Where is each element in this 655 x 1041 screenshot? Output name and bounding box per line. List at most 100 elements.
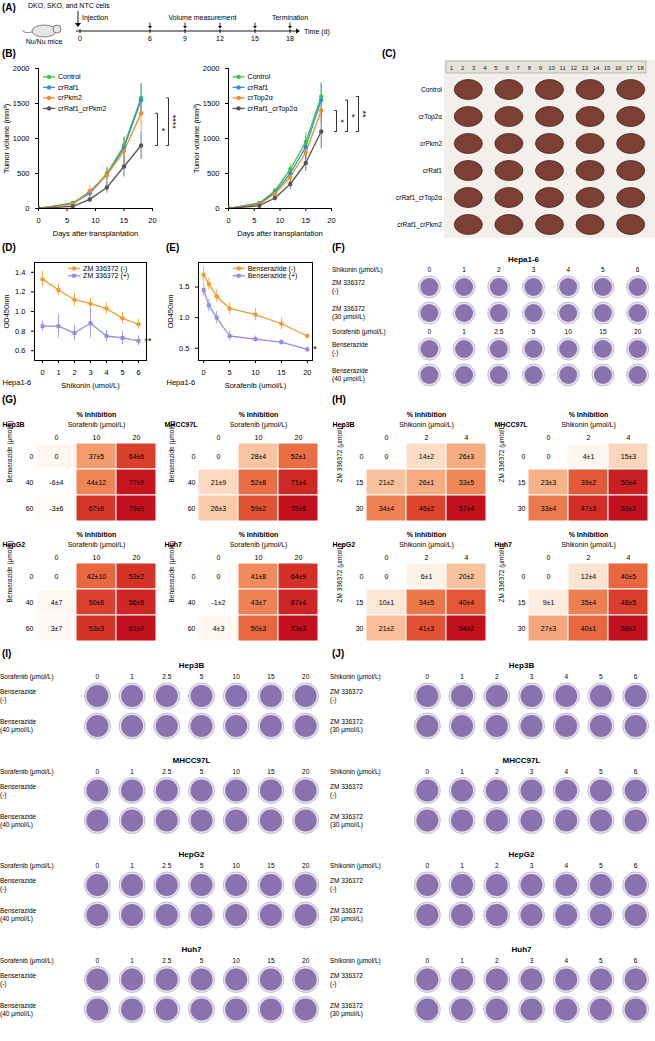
svg-text:Shikonin (μmol/L): Shikonin (μmol/L): [332, 266, 383, 274]
svg-text:4±3: 4±3: [213, 625, 225, 632]
svg-text:4±7: 4±7: [51, 599, 63, 606]
svg-text:% Inhibition: % Inhibition: [569, 531, 609, 538]
svg-text:15: 15: [518, 479, 526, 486]
svg-text:40±4: 40±4: [459, 599, 475, 606]
svg-text:46±2: 46±2: [419, 505, 435, 512]
svg-text:ZM 336372(30 μmol/L): ZM 336372(30 μmol/L): [332, 305, 365, 321]
svg-text:26±3: 26±3: [211, 505, 227, 512]
svg-text:0: 0: [547, 554, 551, 561]
svg-text:ZM 336372 (μmol/L): ZM 336372 (μmol/L): [336, 424, 344, 483]
svg-text:0: 0: [426, 862, 430, 869]
svg-text:33±4: 33±4: [541, 505, 557, 512]
svg-text:5: 5: [599, 957, 603, 964]
svg-text:5: 5: [120, 368, 124, 377]
svg-text:Shikonin (μmol/L): Shikonin (μmol/L): [399, 421, 454, 429]
svg-text:Tumor volume (mm³): Tumor volume (mm³): [192, 103, 201, 173]
svg-text:ZM 336372(-): ZM 336372(-): [330, 877, 363, 893]
svg-text:0: 0: [96, 957, 100, 964]
svg-text:500: 500: [17, 169, 30, 178]
svg-text:1: 1: [460, 768, 464, 775]
svg-text:2: 2: [425, 554, 429, 561]
svg-text:71±4: 71±4: [291, 479, 307, 486]
svg-text:26±1: 26±1: [419, 479, 435, 486]
svg-text:67±6: 67±6: [89, 505, 105, 512]
svg-text:Benserazide(-): Benserazide(-): [0, 688, 37, 704]
svg-text:0: 0: [215, 204, 219, 213]
svg-text:21±9: 21±9: [211, 479, 227, 486]
svg-text:41±3: 41±3: [419, 625, 435, 632]
svg-text:20: 20: [295, 434, 303, 441]
svg-text:Sorafenib (umol/L): Sorafenib (umol/L): [225, 381, 287, 390]
svg-text:0: 0: [426, 957, 430, 964]
svg-text:0: 0: [385, 573, 389, 580]
svg-text:20: 20: [133, 434, 141, 441]
svg-text:17: 17: [626, 65, 633, 71]
svg-text:2.5: 2.5: [494, 328, 503, 335]
svg-text:1.5: 1.5: [179, 282, 189, 291]
svg-text:73±3: 73±3: [291, 625, 307, 632]
svg-text:0: 0: [547, 573, 551, 580]
svg-text:0: 0: [428, 266, 432, 273]
svg-text:2: 2: [425, 434, 429, 441]
svg-text:ZM 336372(-): ZM 336372(-): [330, 972, 363, 988]
svg-text:**: **: [358, 110, 368, 118]
svg-text:26±3: 26±3: [459, 453, 475, 460]
svg-text:4: 4: [564, 862, 568, 869]
svg-text:10: 10: [93, 554, 101, 561]
svg-text:20: 20: [133, 554, 141, 561]
svg-text:1000: 1000: [203, 134, 220, 143]
svg-text:0: 0: [522, 453, 526, 460]
svg-text:ZM 336372 (+): ZM 336372 (+): [83, 272, 129, 280]
svg-text:10: 10: [548, 65, 555, 71]
svg-text:0: 0: [426, 673, 430, 680]
svg-text:15: 15: [267, 862, 275, 869]
svg-text:39±2: 39±2: [581, 479, 597, 486]
svg-text:53±3: 53±3: [89, 625, 105, 632]
svg-text:Benserazide(40 μmol/L): Benserazide(40 μmol/L): [0, 813, 37, 829]
svg-text:4: 4: [483, 65, 487, 71]
svg-text:ZM 336372 (μmol/L): ZM 336372 (μmol/L): [336, 544, 344, 603]
svg-text:Huh7: Huh7: [182, 945, 203, 954]
svg-text:5: 5: [200, 862, 204, 869]
svg-text:12: 12: [216, 35, 224, 42]
svg-text:crTop2α: crTop2α: [248, 94, 273, 102]
svg-text:1: 1: [130, 957, 134, 964]
svg-text:6: 6: [148, 35, 152, 42]
svg-text:40: 40: [26, 599, 34, 606]
svg-text:10: 10: [565, 328, 573, 335]
svg-text:33±5: 33±5: [459, 479, 475, 486]
svg-text:Shikonin (μmol/L): Shikonin (μmol/L): [330, 768, 381, 776]
svg-text:Benserazide (+): Benserazide (+): [248, 272, 298, 280]
svg-text:15: 15: [120, 216, 128, 225]
svg-text:Hep3B: Hep3B: [509, 661, 535, 670]
svg-text:6: 6: [636, 266, 640, 273]
svg-text:2.5: 2.5: [162, 957, 171, 964]
svg-text:10: 10: [233, 862, 241, 869]
svg-text:% Inhibition: % Inhibition: [239, 411, 279, 418]
svg-text:6: 6: [634, 768, 638, 775]
svg-text:0: 0: [385, 554, 389, 561]
svg-text:15: 15: [267, 768, 275, 775]
svg-text:6: 6: [634, 673, 638, 680]
svg-text:Volume measurement: Volume measurement: [168, 14, 236, 21]
svg-text:2: 2: [587, 554, 591, 561]
svg-text:4: 4: [627, 554, 631, 561]
svg-text:15: 15: [302, 216, 310, 225]
svg-text:15: 15: [267, 673, 275, 680]
svg-text:% Inhibition: % Inhibition: [569, 411, 609, 418]
svg-text:2: 2: [587, 434, 591, 441]
svg-text:0.6: 0.6: [15, 346, 25, 355]
svg-text:1: 1: [462, 266, 466, 273]
svg-text:ZM 336372 (μmol/L): ZM 336372 (μmol/L): [498, 544, 506, 603]
svg-text:27±3: 27±3: [541, 625, 557, 632]
svg-text:Sorafenib (μmol/L): Sorafenib (μmol/L): [230, 541, 288, 549]
svg-text:16: 16: [615, 65, 622, 71]
svg-text:Benserazide(-): Benserazide(-): [0, 877, 37, 893]
svg-text:Sorafenib (μmol/L): Sorafenib (μmol/L): [68, 421, 126, 429]
svg-text:3: 3: [530, 862, 534, 869]
svg-text:4±1: 4±1: [583, 453, 595, 460]
svg-text:5: 5: [601, 266, 605, 273]
svg-text:2.5: 2.5: [162, 673, 171, 680]
svg-text:% Inhibition: % Inhibition: [77, 411, 117, 418]
svg-text:4: 4: [564, 768, 568, 775]
